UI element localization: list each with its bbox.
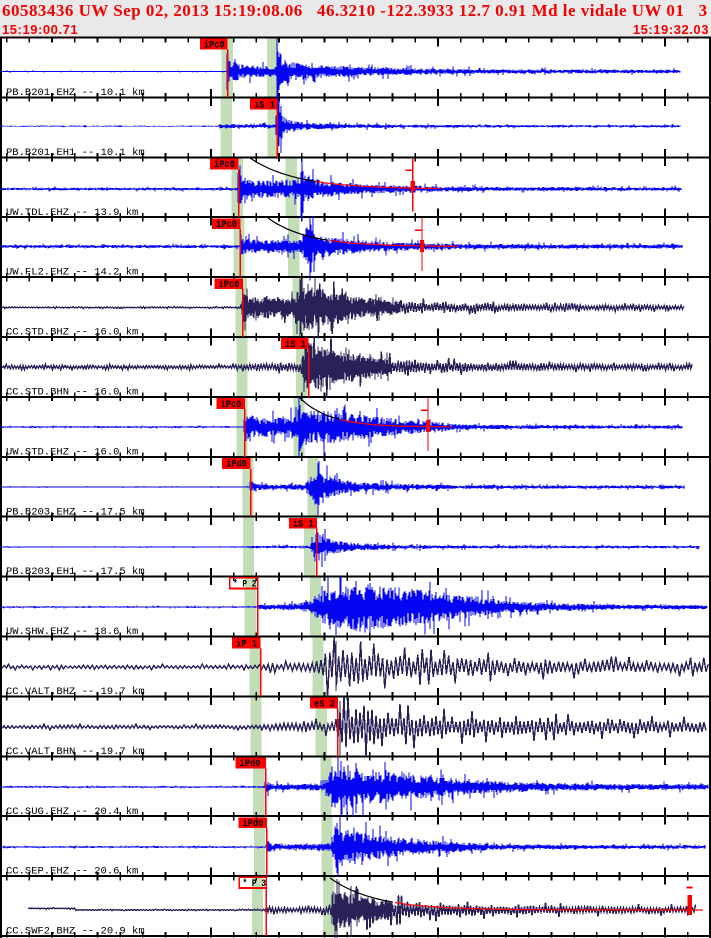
svg-text:PB.B201.EH1 -- 10.1 km: PB.B201.EH1 -- 10.1 km: [6, 147, 145, 159]
svg-text:iP 1: iP 1: [236, 638, 257, 650]
svg-text:UW.FL2.EHZ -- 14.2 km: UW.FL2.EHZ -- 14.2 km: [6, 267, 138, 279]
svg-text:iPd0: iPd0: [243, 818, 264, 830]
svg-text:PB.B201.EHZ -- 10.1 km: PB.B201.EHZ -- 10.1 km: [6, 87, 145, 99]
svg-text:PB.B203.EHZ -- 17.5 km: PB.B203.EHZ -- 17.5 km: [6, 506, 145, 518]
svg-text:iS 1: iS 1: [285, 339, 306, 351]
svg-text:iS 1: iS 1: [293, 519, 314, 531]
svg-text:iPc0: iPc0: [204, 39, 225, 51]
svg-text:* P 3: * P 3: [243, 878, 267, 890]
svg-text:CC.VALT.BHZ -- 19.7 km: CC.VALT.BHZ -- 19.7 km: [6, 686, 145, 698]
svg-text:UW.STD.EHZ -- 16.0 km: UW.STD.EHZ -- 16.0 km: [6, 446, 138, 458]
svg-text:PB.B203.EH1 -- 17.5 km: PB.B203.EH1 -- 17.5 km: [6, 566, 145, 578]
svg-text:CC.VALT.BHN -- 19.7 km: CC.VALT.BHN -- 19.7 km: [6, 746, 145, 758]
svg-text:UW.TDL.EHZ -- 13.9 km: UW.TDL.EHZ -- 13.9 km: [6, 207, 138, 219]
svg-text:CC.SWF2.BHZ -- 20.9 km: CC.SWF2.BHZ -- 20.9 km: [6, 926, 145, 938]
svg-text:CC.STD.BHZ -- 16.0 km: CC.STD.BHZ -- 16.0 km: [6, 327, 138, 339]
svg-text:iPc0: iPc0: [216, 219, 237, 231]
svg-text:iPc0: iPc0: [219, 279, 240, 291]
svg-text:iPd0: iPd0: [240, 758, 261, 770]
svg-text:CC.SEP.EHZ -- 20.6 km: CC.SEP.EHZ -- 20.6 km: [6, 866, 138, 878]
svg-text:UW.SHW.EHZ -- 18.6 km: UW.SHW.EHZ -- 18.6 km: [6, 626, 138, 638]
svg-text:iS 1: iS 1: [254, 99, 275, 111]
svg-text:CC.SUG.EHZ -- 20.4 km: CC.SUG.EHZ -- 20.4 km: [6, 806, 138, 818]
svg-text:eS 2: eS 2: [314, 699, 335, 710]
svg-text:iPd0: iPd0: [226, 459, 247, 471]
svg-text:iPc0: iPc0: [214, 159, 235, 171]
svg-text:CC.STD.BHN -- 16.0 km: CC.STD.BHN -- 16.0 km: [6, 387, 138, 399]
svg-text:iPc0: iPc0: [221, 399, 242, 411]
svg-text:* P 2: * P 2: [233, 579, 257, 591]
